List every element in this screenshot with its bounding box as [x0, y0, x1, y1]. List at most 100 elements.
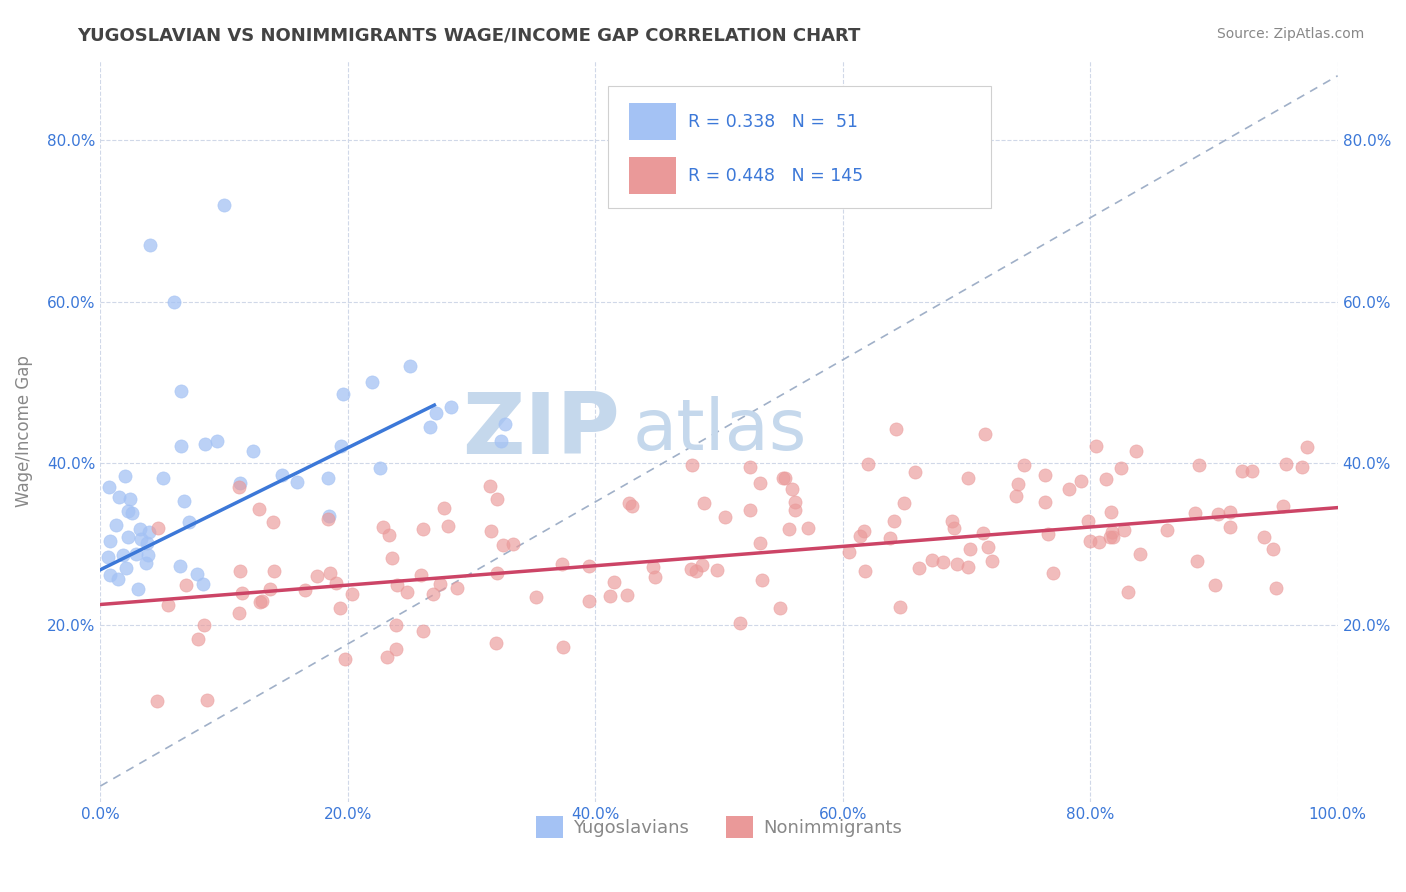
Point: [419, 420, 441, 434]
Point: [893, 496, 915, 510]
Point: [228, 480, 250, 494]
Point: [713, 510, 735, 524]
Point: [229, 476, 252, 491]
Point: [551, 557, 574, 571]
Point: [907, 561, 929, 575]
Point: [685, 564, 707, 578]
Point: [316, 511, 339, 525]
Point: [796, 521, 818, 535]
Point: [945, 557, 967, 571]
Point: [838, 544, 860, 558]
Point: [904, 465, 927, 479]
Point: [318, 509, 340, 524]
Point: [129, 522, 152, 536]
Point: [489, 434, 512, 448]
Point: [108, 490, 131, 504]
Point: [127, 582, 149, 597]
Point: [107, 572, 129, 586]
Point: [104, 518, 127, 533]
Point: [1185, 554, 1208, 568]
Point: [1099, 505, 1122, 519]
Point: [603, 575, 626, 590]
Point: [1253, 530, 1275, 544]
Point: [783, 503, 806, 517]
Point: [858, 457, 880, 471]
Point: [412, 624, 434, 639]
Point: [373, 520, 395, 534]
Point: [409, 568, 432, 582]
Point: [578, 594, 600, 608]
Point: [1005, 489, 1028, 503]
Point: [502, 537, 524, 551]
Point: [853, 564, 876, 578]
Point: [1156, 523, 1178, 537]
Point: [1230, 464, 1253, 478]
Point: [1263, 541, 1285, 556]
Point: [316, 471, 339, 485]
Point: [879, 531, 901, 545]
Point: [1035, 495, 1057, 509]
Point: [772, 471, 794, 485]
Text: Source: ZipAtlas.com: Source: ZipAtlas.com: [1216, 27, 1364, 41]
Point: [193, 618, 215, 632]
Point: [173, 493, 195, 508]
Point: [921, 552, 943, 566]
Point: [377, 528, 399, 542]
Point: [329, 439, 352, 453]
Point: [1240, 464, 1263, 478]
Point: [773, 470, 796, 484]
Point: [1296, 440, 1319, 454]
Point: [191, 577, 214, 591]
Point: [152, 471, 174, 485]
Point: [1219, 505, 1241, 519]
Point: [117, 504, 139, 518]
Point: [479, 524, 502, 538]
Point: [1042, 566, 1064, 580]
Point: [370, 461, 392, 475]
Point: [307, 569, 329, 583]
Point: [229, 564, 252, 578]
Point: [941, 514, 963, 528]
Bar: [628, 103, 676, 140]
Point: [342, 587, 364, 601]
Point: [1095, 472, 1118, 486]
Point: [186, 566, 208, 581]
Point: [333, 652, 356, 666]
Point: [1033, 467, 1056, 482]
Point: [114, 469, 136, 483]
Point: [1088, 535, 1111, 549]
Point: [852, 524, 875, 538]
Point: [135, 556, 157, 570]
Point: [883, 514, 905, 528]
Point: [1102, 530, 1125, 544]
Point: [425, 406, 447, 420]
Point: [1078, 533, 1101, 548]
Point: [412, 522, 434, 536]
Point: [125, 548, 148, 562]
Point: [252, 594, 274, 608]
Point: [1012, 458, 1035, 472]
Point: [749, 476, 772, 491]
Point: [170, 384, 193, 399]
Point: [494, 417, 516, 432]
Point: [263, 564, 285, 578]
Point: [1116, 585, 1139, 599]
Point: [643, 560, 665, 574]
Point: [318, 566, 340, 580]
Point: [748, 536, 770, 550]
Point: [212, 198, 235, 212]
Point: [706, 563, 728, 577]
Point: [429, 577, 451, 591]
Point: [325, 576, 347, 591]
Point: [617, 496, 640, 510]
Point: [138, 525, 160, 540]
Point: [385, 578, 408, 592]
Point: [486, 566, 509, 581]
FancyBboxPatch shape: [607, 86, 991, 208]
Point: [1129, 547, 1152, 561]
Point: [1109, 461, 1132, 475]
Point: [129, 532, 152, 546]
Point: [98, 480, 121, 494]
Point: [381, 551, 404, 566]
Point: [294, 583, 316, 598]
